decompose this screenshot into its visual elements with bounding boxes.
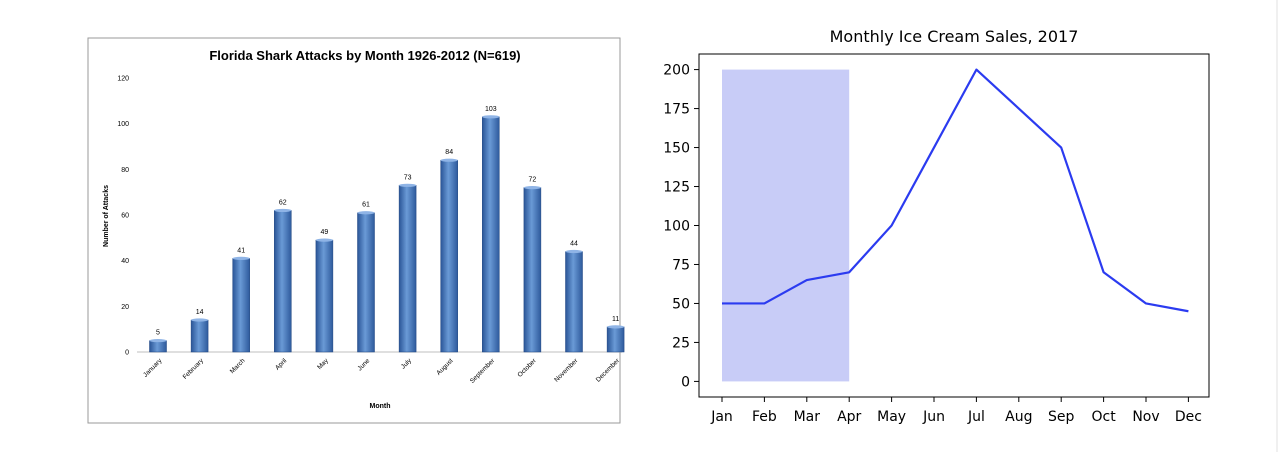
- left-y-tick-label: 20: [121, 304, 129, 311]
- right-chart-y-ticks: 0 25 50 75 100 125 150 175 200: [663, 63, 699, 390]
- left-y-tick-label: 120: [117, 76, 129, 83]
- right-y-tick-label: 150: [663, 141, 690, 157]
- right-x-tick-label-mar: Mar: [794, 409, 821, 425]
- data-label-october: 72: [529, 177, 537, 184]
- data-label-january: 5: [156, 330, 160, 337]
- bar-top-october: [523, 186, 541, 190]
- shark-attacks-chart: Florida Shark Attacks by Month 1926-2012…: [87, 37, 625, 424]
- bar-april: [274, 210, 292, 353]
- left-y-tick-label: 80: [121, 167, 129, 174]
- right-x-tick-label-may: May: [877, 409, 906, 425]
- bar-top-june: [357, 211, 375, 215]
- data-label-february: 14: [196, 309, 204, 316]
- bar-march: [232, 258, 250, 353]
- bar-august: [440, 159, 458, 353]
- left-chart-y-ticks: 0 20 40 60 80 100 120: [117, 76, 622, 357]
- left-chart-bars: [149, 115, 625, 353]
- right-x-tick-label-sep: Sep: [1048, 409, 1075, 425]
- bar-november: [565, 251, 583, 353]
- right-y-tick-label: 75: [672, 257, 690, 273]
- bar-january: [149, 340, 167, 353]
- bar-top-july: [399, 183, 417, 187]
- right-x-tick-label-feb: Feb: [752, 409, 777, 425]
- data-label-november: 44: [570, 241, 578, 248]
- right-y-tick-label: 200: [663, 63, 690, 79]
- left-chart-y-axis-title: Number of Attacks: [103, 185, 110, 247]
- data-label-july: 73: [404, 174, 412, 181]
- left-y-tick-label: 60: [121, 213, 129, 220]
- bar-september: [482, 116, 500, 353]
- right-x-tick-label-nov: Nov: [1132, 409, 1159, 425]
- left-chart-title: Florida Shark Attacks by Month 1926-2012…: [209, 48, 520, 63]
- ice-cream-sales-chart: Monthly Ice Cream Sales, 2017 0 25 50 75 100…: [663, 27, 1210, 425]
- right-x-tick-label-aug: Aug: [1005, 409, 1032, 425]
- right-x-tick-label-apr: Apr: [837, 409, 861, 425]
- bar-july: [398, 185, 417, 353]
- left-y-tick-label: 40: [121, 258, 129, 265]
- right-x-tick-label-jun: Jun: [922, 409, 945, 425]
- right-chart-highlight-span: [722, 69, 850, 382]
- right-y-tick-label: 100: [663, 219, 690, 235]
- data-label-april: 62: [279, 199, 287, 206]
- data-label-september: 103: [485, 106, 497, 113]
- bar-top-september: [482, 115, 500, 119]
- left-chart-x-axis-title: Month: [370, 403, 391, 410]
- bar-top-april: [274, 208, 292, 213]
- right-y-tick-label: 0: [681, 374, 690, 390]
- bar-top-november: [565, 249, 583, 254]
- bar-february: [190, 319, 209, 353]
- right-y-tick-label: 25: [672, 335, 690, 351]
- bar-top-january: [149, 338, 167, 343]
- left-y-tick-label: 0: [125, 350, 129, 357]
- data-label-may: 49: [321, 229, 329, 236]
- bar-top-may: [315, 238, 333, 242]
- right-x-tick-label-dec: Dec: [1175, 409, 1202, 425]
- data-label-march: 41: [237, 247, 245, 254]
- right-y-tick-label: 175: [663, 102, 690, 118]
- data-label-june: 61: [362, 202, 370, 209]
- right-chart-sales-line: [722, 68, 1189, 313]
- right-y-tick-label: 125: [663, 180, 690, 196]
- right-x-tick-label-oct: Oct: [1091, 409, 1116, 425]
- bar-top-march: [232, 256, 250, 260]
- bar-june: [357, 212, 375, 353]
- left-y-tick-label: 100: [117, 121, 129, 128]
- data-label-august: 84: [445, 149, 453, 156]
- right-chart-x-ticks: Jan Feb Mar Apr May Jun Jul Aug Sep Oct Nov Dec: [710, 397, 1202, 425]
- bar-may: [315, 239, 334, 353]
- left-chart-data-labels: 5 14 41 62 49 61 73 84 103 72 44 11: [156, 106, 619, 337]
- right-chart-title: Monthly Ice Cream Sales, 2017: [830, 27, 1079, 46]
- bar-top-august: [440, 158, 458, 162]
- bar-top-february: [191, 318, 209, 322]
- right-x-tick-label-jul: Jul: [967, 409, 985, 425]
- bar-top-december: [607, 325, 625, 329]
- bar-october: [523, 187, 542, 353]
- bar-december: [606, 326, 625, 353]
- data-label-december: 11: [612, 316, 619, 323]
- right-y-tick-label: 50: [672, 296, 690, 312]
- right-x-tick-label-jan: Jan: [710, 409, 733, 425]
